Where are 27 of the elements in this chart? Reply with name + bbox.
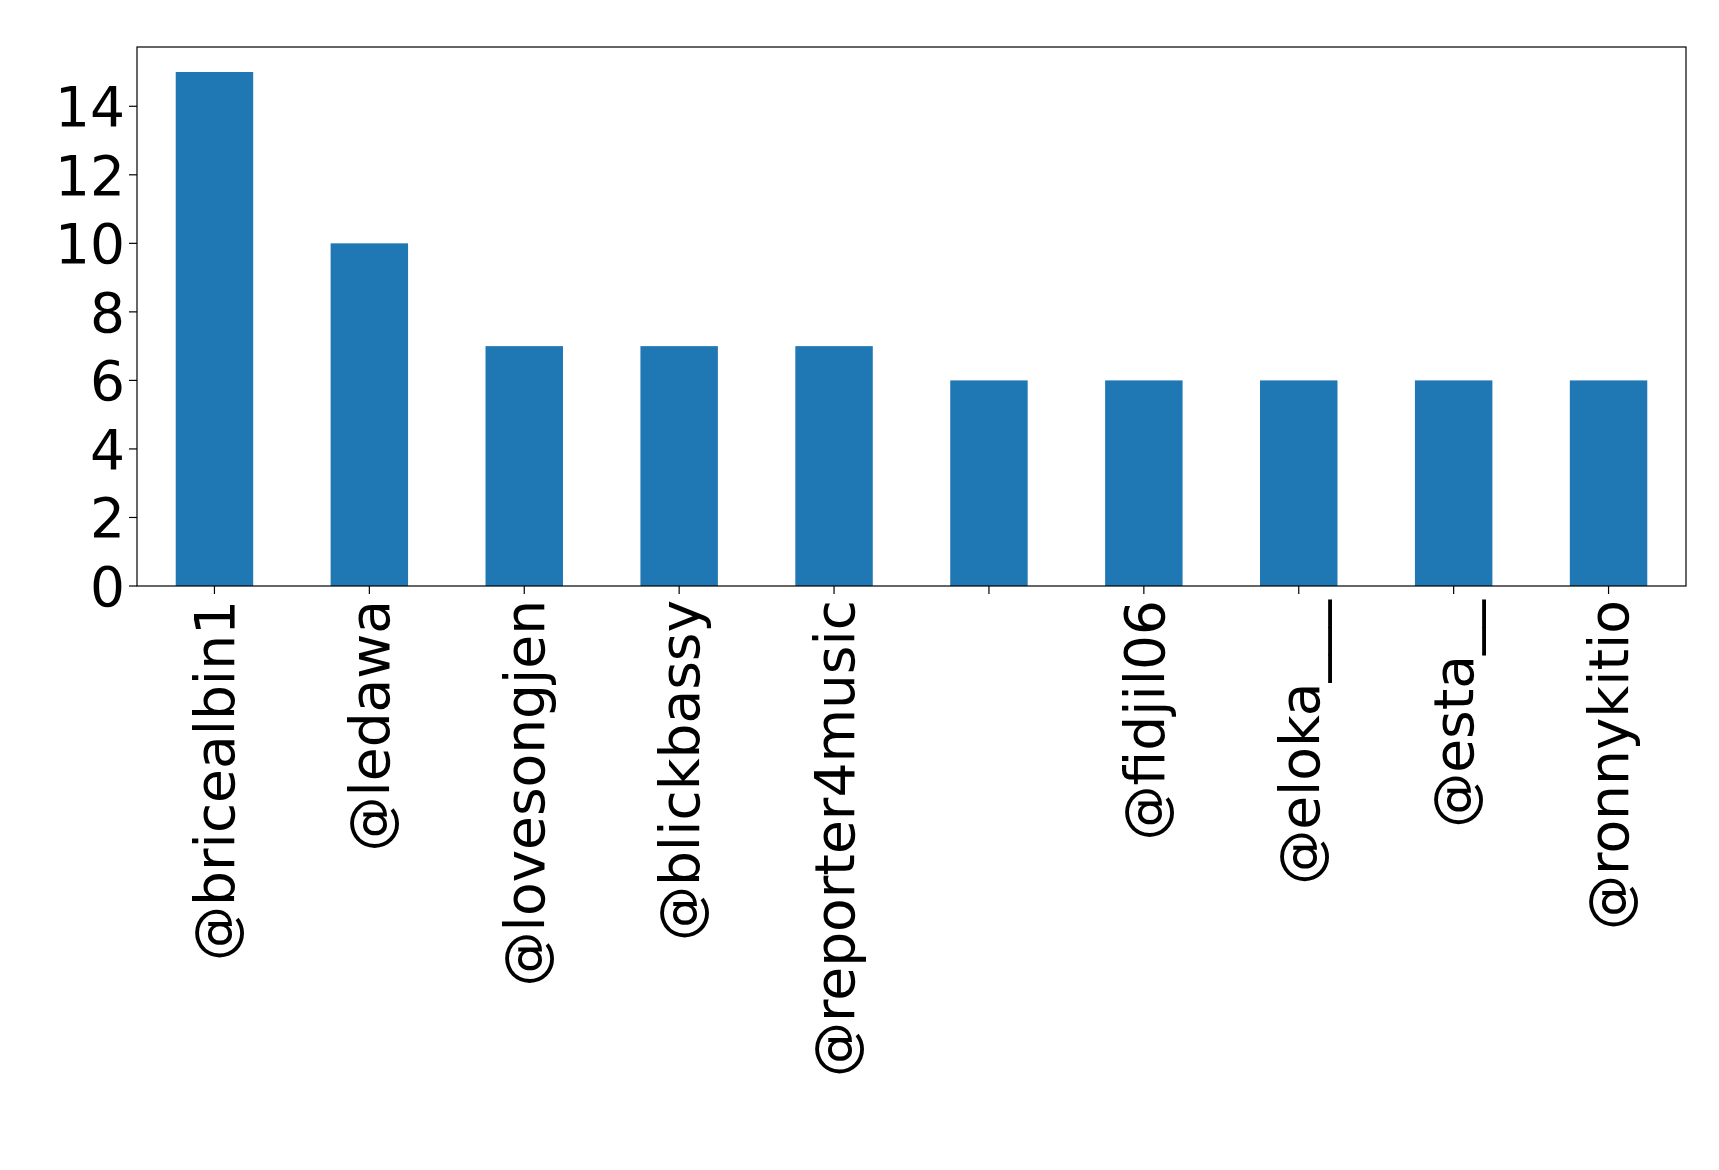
y-tick-label: 0: [90, 554, 125, 619]
y-tick-label: 10: [55, 212, 125, 277]
y-tick-label: 2: [90, 486, 125, 551]
bar: [1105, 380, 1183, 586]
bar: [1260, 380, 1338, 586]
x-tick-label: @esta__: [1422, 598, 1487, 828]
y-tick-label: 6: [90, 349, 125, 414]
bar: [485, 346, 563, 586]
x-tick-label: @blickbassy: [647, 600, 712, 942]
x-tick-label: @bricealbin1: [183, 600, 248, 961]
x-tick-label: @fidjil06: [1112, 600, 1177, 841]
bar: [795, 346, 873, 586]
y-tick-label: 14: [55, 75, 125, 140]
y-tick-label: 8: [90, 280, 125, 345]
bar: [640, 346, 718, 586]
bar: [1569, 380, 1648, 586]
bar: [175, 72, 254, 586]
bar: [950, 380, 1028, 586]
y-tick-label: 4: [90, 417, 125, 482]
x-tick-label: @eloka___: [1267, 598, 1332, 885]
y-tick-label: 12: [55, 143, 125, 208]
bar: [330, 243, 409, 586]
x-tick-label: @ronnykitio: [1577, 600, 1642, 930]
bar: [1414, 380, 1493, 586]
x-tick-label: @reporter4music: [802, 600, 867, 1078]
x-tick-label: @lovesongjen: [493, 600, 558, 987]
x-tick-label: @ledawa: [338, 600, 403, 852]
